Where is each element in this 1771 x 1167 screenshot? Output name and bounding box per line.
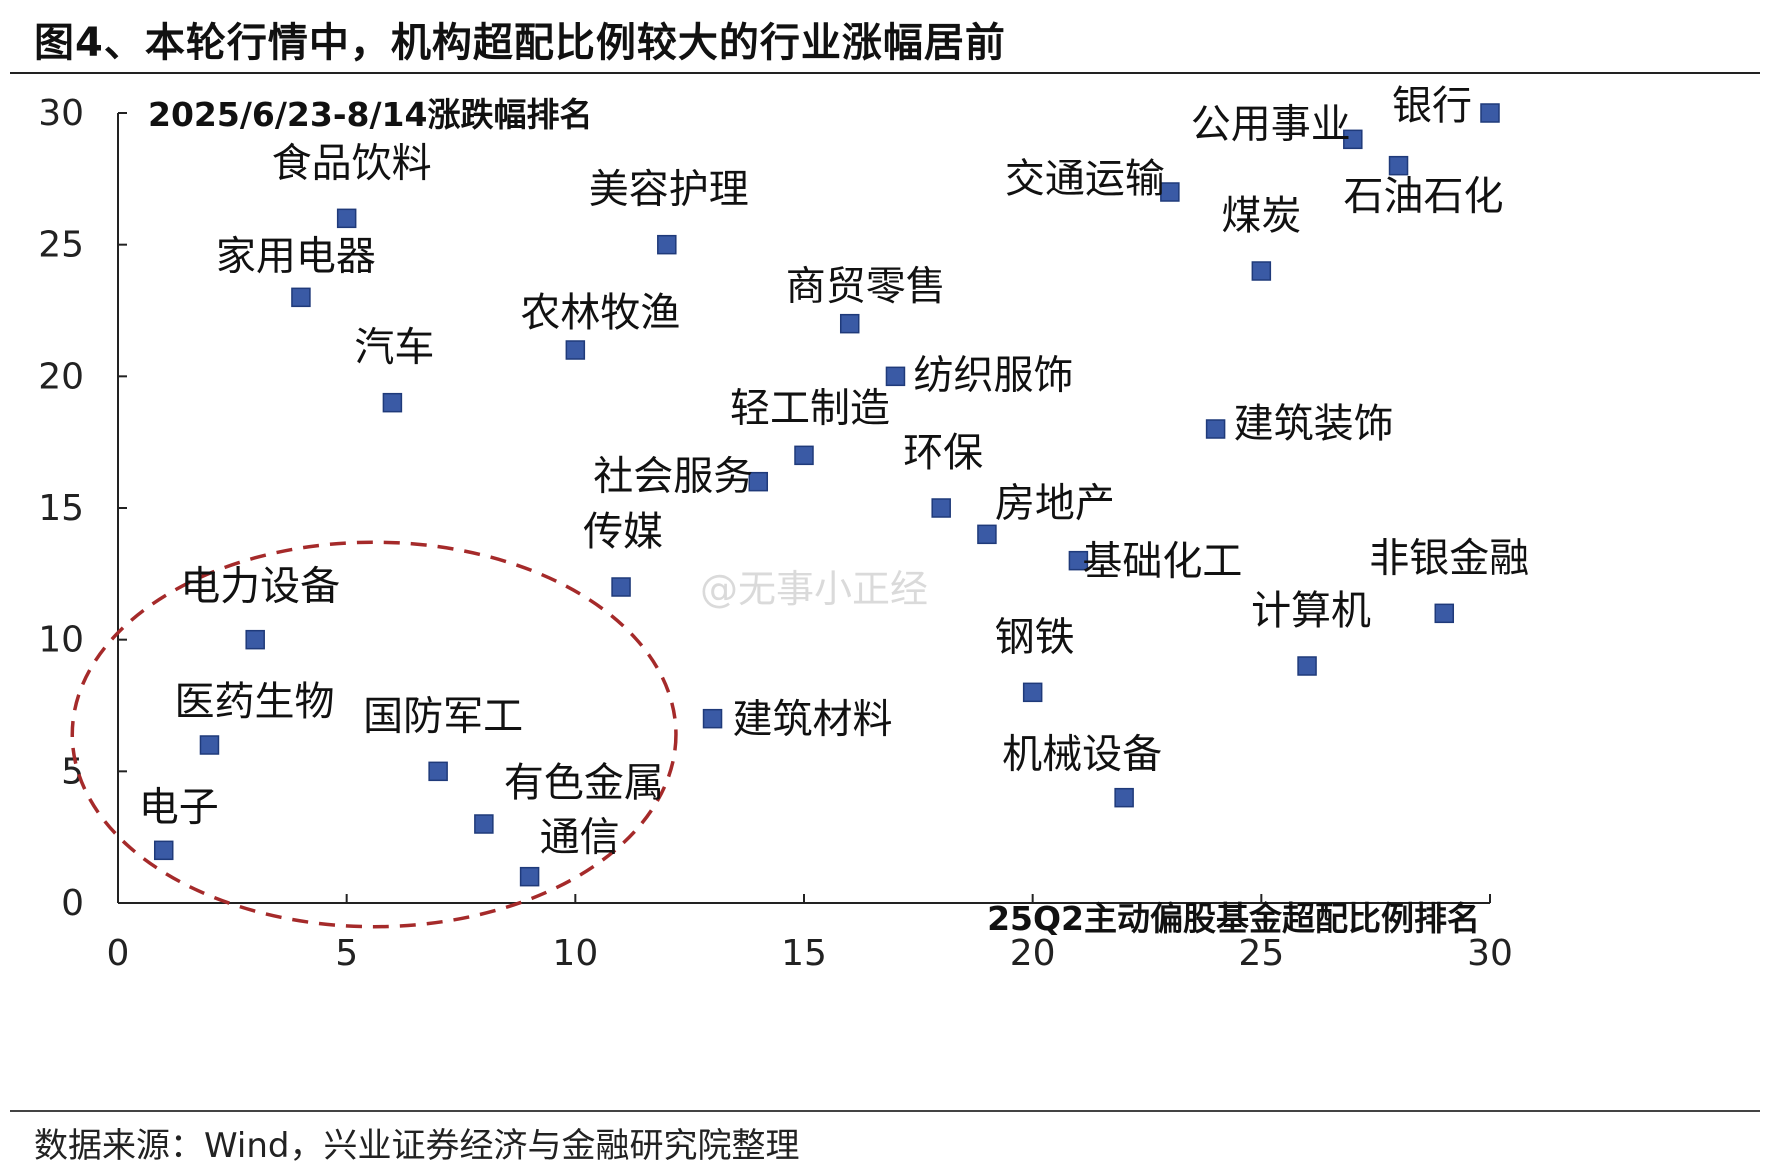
point-label: 家用电器 [216,233,376,279]
point-label: 机械设备 [1002,732,1162,778]
point-marker [1434,603,1455,624]
point-marker [291,287,311,308]
watermark: @无事小正经 [700,567,929,611]
source-note: 数据来源：Wind，兴业证券经济与金融研究院整理 [34,1126,800,1166]
point-marker [1160,182,1180,202]
point-marker [1343,129,1363,150]
chart-axes: 0 5 10 15 20 25 30 0 5 10 15 20 25 30 [38,93,1513,974]
y-tick-label: 20 [38,356,84,397]
point-label: 传媒 [583,509,663,555]
highlight-ellipse-layer [70,540,678,929]
point-label: 钢铁 [995,614,1075,660]
x-tick-label: 0 [107,933,130,974]
y-tick-label: 15 [38,488,84,529]
point-marker [748,471,769,492]
point-marker [885,366,906,387]
y-tick-label: 25 [38,225,84,266]
point-marker [702,708,723,729]
point-label: 煤炭 [1221,193,1301,239]
point-label: 商贸零售 [786,264,946,310]
point-label: 电子 [139,784,219,830]
point-label: 银行 [1392,83,1472,129]
x-axis-label: 25Q2主动偏股基金超配比例排名 [987,899,1480,938]
point-label: 国防军工 [363,693,523,739]
point-marker [336,208,357,229]
point-label: 轻工制造 [730,385,890,431]
point-label: 电力设备 [180,564,340,610]
point-marker [245,629,265,650]
point-label: 医药生物 [174,679,334,725]
point-label: 纺织服饰 [913,352,1073,398]
point-marker [1114,787,1134,808]
point-marker [1022,682,1043,703]
point-label: 建筑材料 [733,697,893,743]
x-tick-label: 5 [335,933,358,974]
point-marker [657,234,677,255]
point-label: 基础化工 [1082,539,1242,585]
point-marker [199,735,220,755]
point-label: 通信 [540,815,620,861]
y-tick-label: 10 [38,620,84,661]
x-tick-label: 30 [1467,933,1513,974]
point-label: 社会服务 [593,454,753,500]
source-divider [10,1110,1760,1112]
point-label: 美容护理 [589,167,749,213]
point-label: 公用事业 [1191,101,1351,147]
y-axis-label: 2025/6/23-8/14涨跌幅排名 [148,95,592,134]
point-marker [1388,155,1409,176]
point-marker [794,445,814,466]
figure-title: 图4、本轮行情中，机构超配比例较大的行业涨幅居前 [34,20,1006,66]
point-label: 非银金融 [1369,535,1529,581]
x-tick-label: 15 [781,933,827,974]
point-marker [428,761,448,782]
point-label: 农林牧渔 [520,290,680,336]
x-tick-label: 20 [1010,933,1056,974]
point-marker [519,866,540,887]
point-marker [1205,419,1226,439]
point-marker [382,392,403,413]
y-tick-label: 0 [61,883,84,924]
point-label: 汽车 [354,325,434,371]
highlight-ellipse [70,540,678,929]
point-marker [474,814,494,834]
point-marker [1480,103,1500,123]
point-label: 交通运输 [1005,156,1165,202]
y-tick-label: 30 [38,93,84,134]
point-marker [1251,261,1272,281]
title-divider [10,72,1760,74]
data-points [153,103,1500,887]
point-marker [1297,656,1317,676]
point-label: 建筑装饰 [1234,401,1394,447]
point-marker [931,498,951,518]
point-marker [1068,550,1089,571]
point-marker [977,524,997,545]
point-label: 有色金属 [504,760,664,806]
point-marker [153,840,174,861]
x-tick-label: 25 [1238,933,1284,974]
point-label: 计算机 [1251,588,1371,634]
point-marker [839,313,860,334]
point-marker [565,340,586,360]
point-label: 石油石化 [1344,174,1504,220]
x-tick-label: 10 [552,933,598,974]
point-label: 房地产 [995,480,1115,526]
point-label: 食品饮料 [272,140,432,186]
point-marker [611,577,631,597]
point-label: 环保 [903,430,983,476]
y-tick-label: 5 [61,751,84,792]
scatter-chart: 0 5 10 15 20 25 30 0 5 10 15 20 25 30 电子 医药生物 电力设备 家用电器 食… [38,83,1530,974]
